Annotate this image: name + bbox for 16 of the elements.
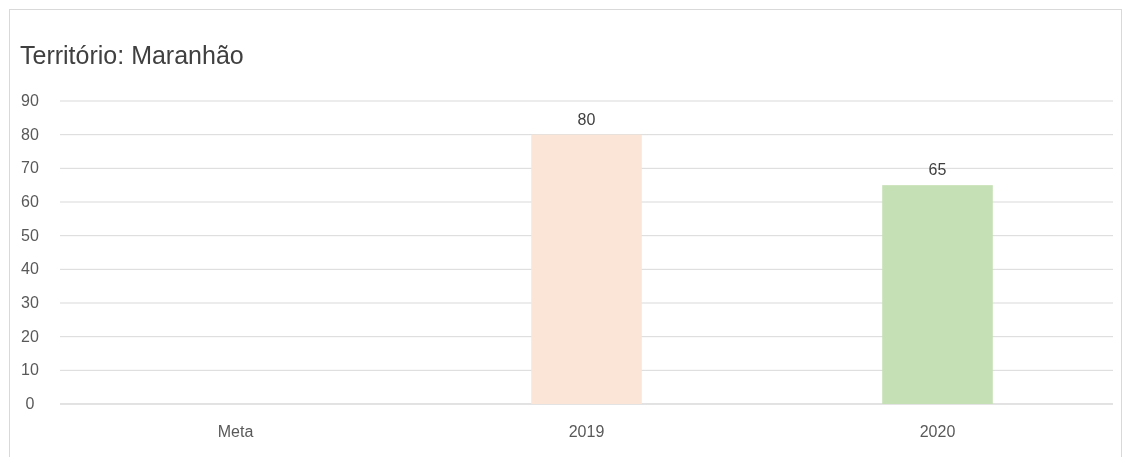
x-tick-label: 2019 [568,423,605,440]
y-tick-label: 40 [21,260,39,278]
y-tick-label: 90 [21,92,39,109]
y-tick-label: 10 [21,361,39,379]
x-tick-label: Meta [217,423,254,440]
chart-title: Território: Maranhão [20,41,244,69]
x-tick-label: 2020 [919,423,956,440]
y-tick-label: 0 [25,395,35,412]
y-tick-label: 70 [21,159,39,177]
y-tick-label: 20 [21,327,39,345]
y-tick-label: 50 [21,226,39,244]
data-label: 65 [928,161,947,179]
y-tick-label: 80 [21,125,39,143]
y-tick-label: 30 [21,294,39,311]
data-label: 80 [577,110,596,128]
y-tick-label: 60 [21,193,39,210]
